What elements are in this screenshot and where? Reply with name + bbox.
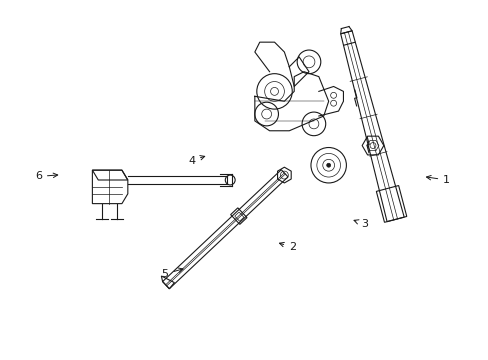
Circle shape (326, 163, 330, 167)
Text: 1: 1 (426, 175, 449, 185)
Text: 5: 5 (161, 268, 183, 279)
Text: 3: 3 (353, 219, 367, 229)
Text: 4: 4 (187, 156, 204, 166)
Text: 2: 2 (279, 242, 296, 252)
Text: 6: 6 (35, 171, 58, 181)
